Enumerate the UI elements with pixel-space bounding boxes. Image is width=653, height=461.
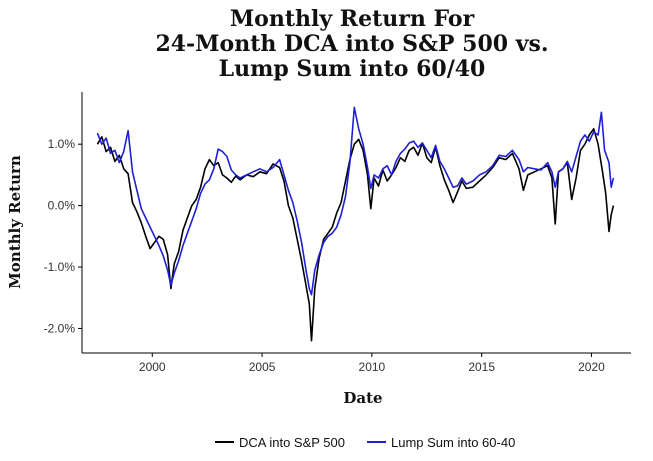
legend-label-dca: DCA into S&P 500	[239, 435, 345, 450]
x-tick-label: 2020	[578, 360, 605, 374]
x-tick-label: 2000	[139, 360, 166, 374]
x-tick-label: 2015	[468, 360, 495, 374]
chart-title-line-3: Lump Sum into 60/40	[219, 56, 486, 82]
x-tick-label: 2010	[359, 360, 386, 374]
y-axis-ticks: 1.0% 0.0% -1.0% -2.0%	[44, 137, 82, 335]
y-tick-label: 0.0%	[48, 199, 76, 213]
y-tick-label: -1.0%	[44, 260, 76, 274]
series-line-dca	[96, 128, 615, 342]
legend: DCA into S&P 500 Lump Sum into 60-40	[215, 435, 515, 450]
chart-title-line-2: 24-Month DCA into S&P 500 vs.	[155, 31, 548, 57]
chart-title-line-1: Monthly Return For	[230, 6, 475, 32]
x-axis-ticks: 2000 2005 2010 2015 2020	[139, 353, 605, 374]
series-line-lump-sum	[96, 106, 615, 296]
series-lines	[96, 106, 615, 342]
y-axis-title: Monthly Return	[6, 155, 24, 289]
x-axis-title: Date	[343, 389, 382, 407]
y-tick-label: 1.0%	[48, 137, 76, 151]
y-tick-label: -2.0%	[44, 321, 76, 335]
legend-label-lump-sum: Lump Sum into 60-40	[391, 435, 515, 450]
x-tick-label: 2005	[249, 360, 276, 374]
